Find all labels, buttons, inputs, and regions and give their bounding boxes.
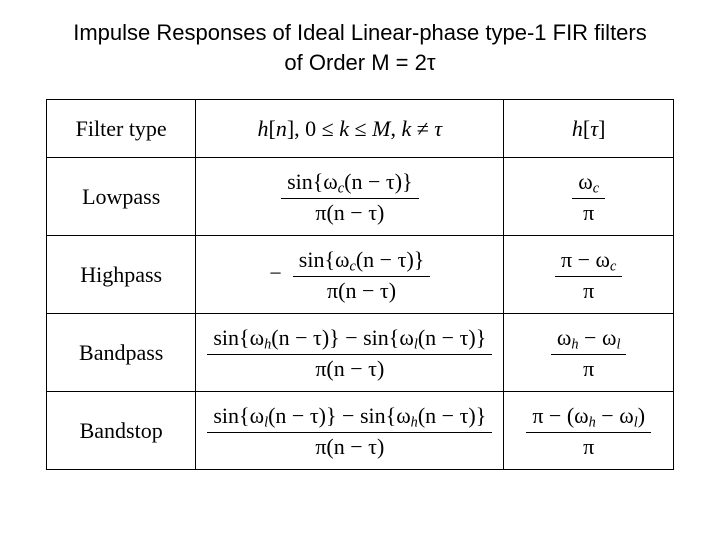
- row-ht: π − ωc π: [504, 236, 674, 314]
- table-header-row: Filter type h[n], 0 ≤ k ≤ M, k ≠ τ h[τ]: [47, 100, 674, 158]
- header-hn: h[n], 0 ≤ k ≤ M, k ≠ τ: [196, 100, 504, 158]
- table-row: Bandstop sin{ωl(n − τ)} − sin{ωh(n − τ)}…: [47, 392, 674, 470]
- row-name: Bandpass: [47, 314, 196, 392]
- row-name: Lowpass: [47, 158, 196, 236]
- row-name: Highpass: [47, 236, 196, 314]
- filter-table: Filter type h[n], 0 ≤ k ≤ M, k ≠ τ h[τ] …: [46, 99, 674, 470]
- header-filter-type: Filter type: [47, 100, 196, 158]
- row-ht: ωh − ωl π: [504, 314, 674, 392]
- table-row: Lowpass sin{ωc(n − τ)} π(n − τ) ωc π: [47, 158, 674, 236]
- row-hn: − sin{ωc(n − τ)} π(n − τ): [196, 236, 504, 314]
- row-hn: sin{ωl(n − τ)} − sin{ωh(n − τ)} π(n − τ): [196, 392, 504, 470]
- row-ht: π − (ωh − ωl) π: [504, 392, 674, 470]
- row-name: Bandstop: [47, 392, 196, 470]
- title-line-1: Impulse Responses of Ideal Linear-phase …: [73, 20, 647, 45]
- title-line-2: of Order M = 2τ: [284, 50, 435, 75]
- page-title: Impulse Responses of Ideal Linear-phase …: [28, 18, 692, 77]
- table-row: Highpass − sin{ωc(n − τ)} π(n − τ) π − ω…: [47, 236, 674, 314]
- row-hn: sin{ωh(n − τ)} − sin{ωl(n − τ)} π(n − τ): [196, 314, 504, 392]
- header-htau: h[τ]: [504, 100, 674, 158]
- table-row: Bandpass sin{ωh(n − τ)} − sin{ωl(n − τ)}…: [47, 314, 674, 392]
- row-ht: ωc π: [504, 158, 674, 236]
- row-hn: sin{ωc(n − τ)} π(n − τ): [196, 158, 504, 236]
